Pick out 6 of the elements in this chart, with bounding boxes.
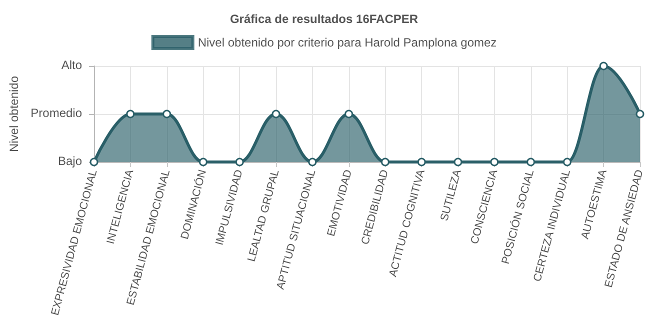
y-axis-title: Nivel obtenido bbox=[7, 76, 21, 152]
legend-label: Nivel obtenido por criterio para Harold Pamplona gomez bbox=[198, 36, 497, 50]
chart-title: Gráfica de resultados 16FACPER bbox=[230, 12, 418, 26]
text: Bajo bbox=[58, 154, 82, 168]
text: Alto bbox=[61, 58, 82, 72]
text: Promedio bbox=[30, 106, 82, 120]
